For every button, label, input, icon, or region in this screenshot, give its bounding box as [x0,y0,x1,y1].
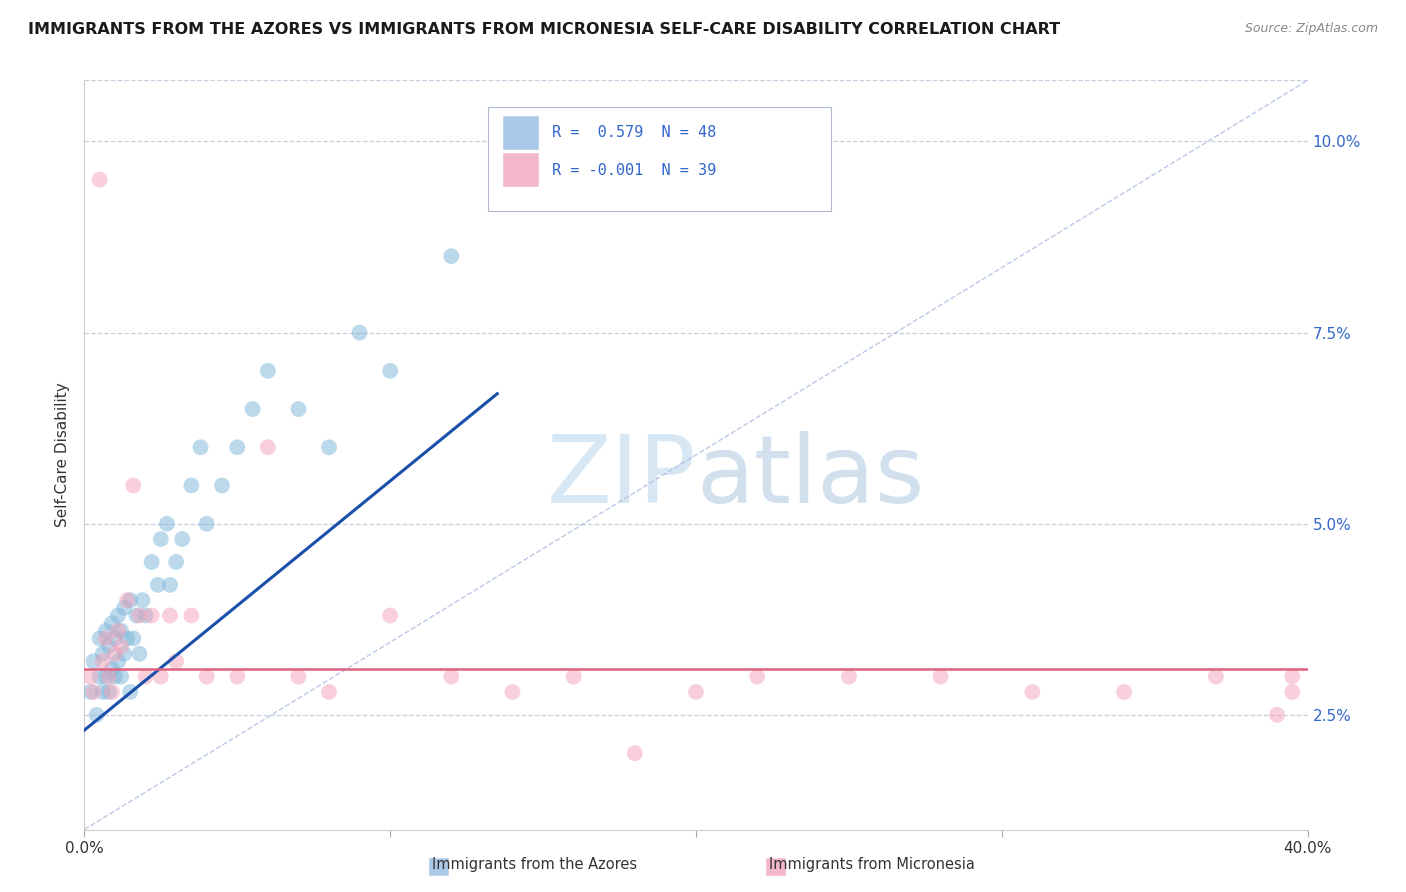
FancyBboxPatch shape [488,106,831,211]
Point [120,685,142,699]
Point [89,670,111,684]
Point [287,402,309,417]
Point [83,685,105,699]
Point [135,608,157,623]
Point [172,532,194,546]
Point [94,670,117,684]
Point [86,707,108,722]
Point [94,632,117,646]
Point [211,478,233,492]
Point [562,670,585,684]
Point [104,632,127,646]
Text: Source: ZipAtlas.com: Source: ZipAtlas.com [1244,22,1378,36]
Point [91,654,114,668]
Point [107,654,129,668]
Point [440,249,463,263]
Point [318,440,340,454]
Point [97,670,120,684]
Point [104,647,127,661]
Point [112,647,135,661]
Text: R =  0.579  N = 48: R = 0.579 N = 48 [551,125,716,140]
Point [1281,685,1303,699]
Point [112,600,135,615]
Point [83,654,105,668]
Point [107,624,129,638]
Point [195,516,218,531]
Point [79,670,101,684]
Point [156,516,179,531]
Point [165,654,187,668]
Point [1205,670,1227,684]
FancyBboxPatch shape [503,116,540,150]
Point [128,647,150,661]
Y-axis label: Self-Care Disability: Self-Care Disability [55,383,70,527]
Point [624,746,647,760]
Point [110,624,132,638]
Point [838,670,860,684]
Point [141,608,163,623]
Point [104,670,127,684]
Point [146,578,169,592]
Point [1114,685,1136,699]
Point [226,670,249,684]
Point [159,608,181,623]
Point [226,440,249,454]
Text: Immigrants from Micronesia: Immigrants from Micronesia [769,857,974,872]
Point [79,685,101,699]
Point [120,593,142,607]
Point [190,440,212,454]
Text: IMMIGRANTS FROM THE AZORES VS IMMIGRANTS FROM MICRONESIA SELF-CARE DISABILITY CO: IMMIGRANTS FROM THE AZORES VS IMMIGRANTS… [28,22,1060,37]
Point [349,326,371,340]
Point [440,670,463,684]
Point [165,555,187,569]
Point [747,670,769,684]
Point [1265,707,1288,722]
Point [101,662,124,676]
Point [257,440,280,454]
Point [110,670,132,684]
Point [110,639,132,653]
Point [89,172,111,186]
Point [149,670,172,684]
Point [101,616,124,631]
Point [180,608,202,623]
Point [257,364,280,378]
Point [107,608,129,623]
Point [94,624,117,638]
Text: ZIP: ZIP [547,432,696,524]
Point [128,608,150,623]
Point [135,670,157,684]
Point [318,685,340,699]
Point [287,670,309,684]
Point [149,532,172,546]
Point [91,685,114,699]
Text: R = -0.001  N = 39: R = -0.001 N = 39 [551,162,716,178]
Point [1021,685,1043,699]
Point [195,670,218,684]
Point [91,647,114,661]
Point [125,608,148,623]
Point [101,685,124,699]
Point [131,593,153,607]
Text: atlas: atlas [696,432,924,524]
Point [115,632,138,646]
FancyBboxPatch shape [503,153,540,187]
Point [1281,670,1303,684]
Point [380,608,402,623]
Point [929,670,952,684]
Point [97,639,120,653]
Point [115,593,138,607]
Text: Immigrants from the Azores: Immigrants from the Azores [432,857,637,872]
Point [380,364,402,378]
Point [122,632,145,646]
Point [502,685,524,699]
Point [242,402,264,417]
Point [89,632,111,646]
Point [180,478,202,492]
Point [685,685,707,699]
Point [122,478,145,492]
Point [159,578,181,592]
Point [97,685,120,699]
Point [141,555,163,569]
